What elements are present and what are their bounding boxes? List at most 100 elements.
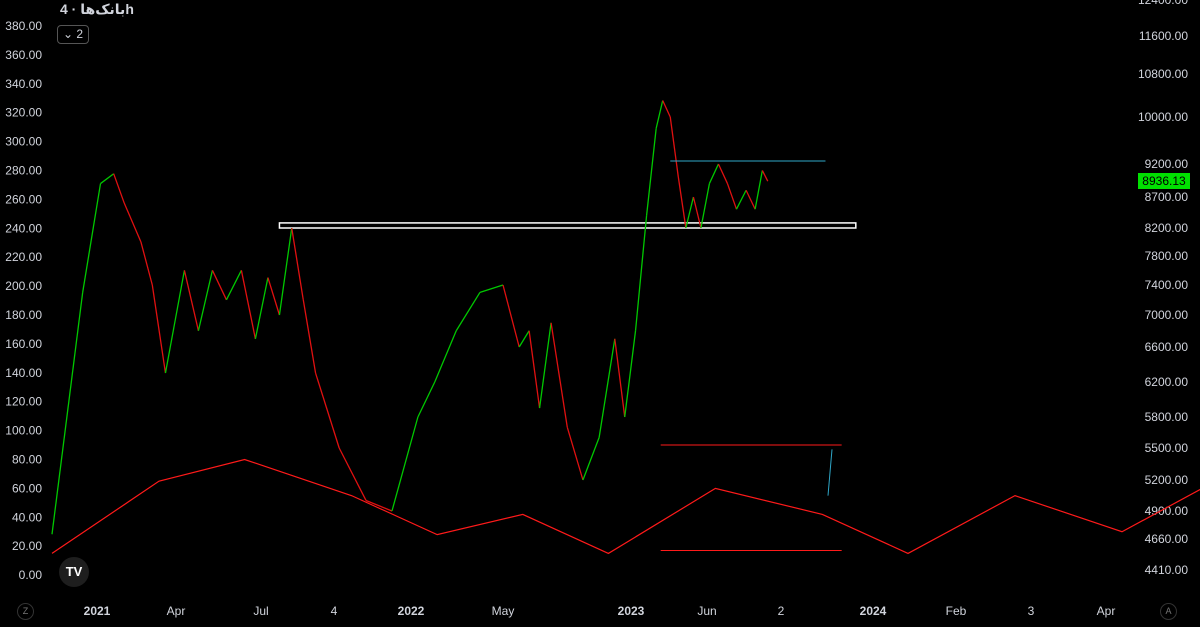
last-price-badge: 8936.13 (1138, 173, 1190, 189)
price-segment (685, 196, 695, 229)
right-tick-label: 7400.00 (1145, 278, 1189, 292)
price-segment (267, 277, 281, 316)
time-tick-label: 2023 (618, 604, 645, 618)
price-segment (726, 183, 738, 210)
price-segment (502, 284, 520, 348)
right-tick-label: 11600.00 (1139, 29, 1188, 43)
time-tick-label: Apr (1097, 604, 1116, 618)
time-tick-label: 4 (331, 604, 338, 618)
collapse-indicators-button[interactable]: ⌄ 2 (57, 25, 90, 44)
time-tick-label: 3 (1028, 604, 1035, 618)
right-tick-label: 10000.00 (1138, 110, 1188, 124)
right-tick-label: 4410.00 (1145, 563, 1189, 577)
price-segment (745, 189, 756, 210)
price-segment (314, 372, 340, 449)
price-segment (254, 277, 269, 339)
price-segment (240, 270, 257, 339)
price-segment (518, 330, 530, 348)
price-segment (662, 100, 671, 118)
left-tick-label: 260.00 (5, 192, 42, 206)
left-tick-label: 240.00 (5, 221, 42, 235)
price-segment (183, 270, 200, 331)
right-tick-label: 10800.00 (1138, 67, 1188, 81)
price-segment (761, 170, 769, 182)
left-tick-label: 360.00 (5, 48, 42, 62)
right-tick-label: 8700.00 (1145, 190, 1189, 204)
price-segment (197, 270, 214, 331)
zoom-reset-button[interactable]: Z (17, 603, 34, 620)
time-tick-label: Jun (697, 604, 716, 618)
support-zone-rect (278, 222, 857, 229)
left-tick-label: 20.00 (12, 539, 42, 553)
price-segment (302, 299, 317, 374)
auto-scale-button[interactable]: A (1160, 603, 1177, 620)
price-segment (735, 189, 747, 210)
left-tick-label: 320.00 (5, 106, 42, 120)
price-segment (708, 163, 720, 184)
price-segment (566, 426, 584, 481)
right-tick-label: 5500.00 (1145, 441, 1189, 455)
price-segment (211, 270, 228, 301)
left-tick-label: 340.00 (5, 77, 42, 91)
left-tick-label: 0.00 (19, 568, 43, 582)
price-segment (655, 100, 664, 129)
time-tick-label: Apr (167, 604, 186, 618)
price-segment (82, 183, 102, 293)
oscillator-pane (51, 444, 1200, 555)
time-tick-label: 2 (778, 604, 785, 618)
right-tick-label: 7000.00 (1145, 308, 1189, 322)
price-segment (123, 202, 142, 243)
right-tick-label: 8200.00 (1145, 221, 1189, 235)
price-segment (717, 163, 729, 184)
left-tick-label: 280.00 (5, 164, 42, 178)
left-tick-label: 100.00 (5, 424, 42, 438)
price-segment (338, 447, 367, 501)
price-segment (100, 173, 115, 185)
price-segment (164, 270, 186, 374)
time-tick-label: 2022 (398, 604, 425, 618)
right-tick-label: 7800.00 (1145, 249, 1189, 263)
left-tick-label: 180.00 (5, 308, 42, 322)
left-tick-label: 380.00 (5, 19, 42, 33)
price-segment (645, 128, 657, 216)
right-tick-label: 5800.00 (1145, 410, 1189, 424)
time-tick-label: Jul (253, 604, 268, 618)
price-segment (754, 170, 763, 210)
time-tick-label: Feb (946, 604, 967, 618)
left-tick-label: 140.00 (5, 366, 42, 380)
price-segment (614, 338, 626, 418)
left-tick-label: 120.00 (5, 395, 42, 409)
price-segment (624, 330, 637, 418)
price-segment (417, 381, 436, 418)
right-tick-label: 4660.00 (1145, 532, 1189, 546)
price-segment (550, 322, 568, 428)
right-tick-label: 12400.00 (1138, 0, 1188, 7)
price-segment (151, 284, 167, 374)
time-tick-label: 2024 (860, 604, 887, 618)
right-tick-label: 9200.00 (1145, 157, 1189, 171)
price-segment (113, 173, 125, 204)
price-segment (434, 330, 457, 383)
price-segment (479, 284, 504, 293)
left-tick-label: 200.00 (5, 279, 42, 293)
time-tick-label: 2021 (84, 604, 111, 618)
left-tick-label: 80.00 (12, 453, 42, 467)
price-segment (669, 116, 679, 178)
price-segment (455, 292, 481, 332)
right-tick-label: 4900.00 (1145, 504, 1189, 518)
price-segment (291, 227, 304, 300)
left-axis: 380.00 360.00 340.00 320.00 300.00 280.00 260.… (5, 19, 42, 582)
price-segment (225, 270, 242, 301)
price-segment (598, 338, 616, 438)
price-segment (634, 215, 648, 331)
left-tick-label: 220.00 (5, 250, 42, 264)
left-tick-label: 300.00 (5, 135, 42, 149)
price-segment (365, 499, 393, 512)
right-tick-label: 5200.00 (1145, 473, 1189, 487)
tradingview-logo-icon: TV (59, 557, 89, 587)
symbol-title[interactable]: بانک‌ها · 4h (60, 1, 134, 17)
left-tick-label: 160.00 (5, 337, 42, 351)
time-tick-label: May (492, 604, 515, 618)
